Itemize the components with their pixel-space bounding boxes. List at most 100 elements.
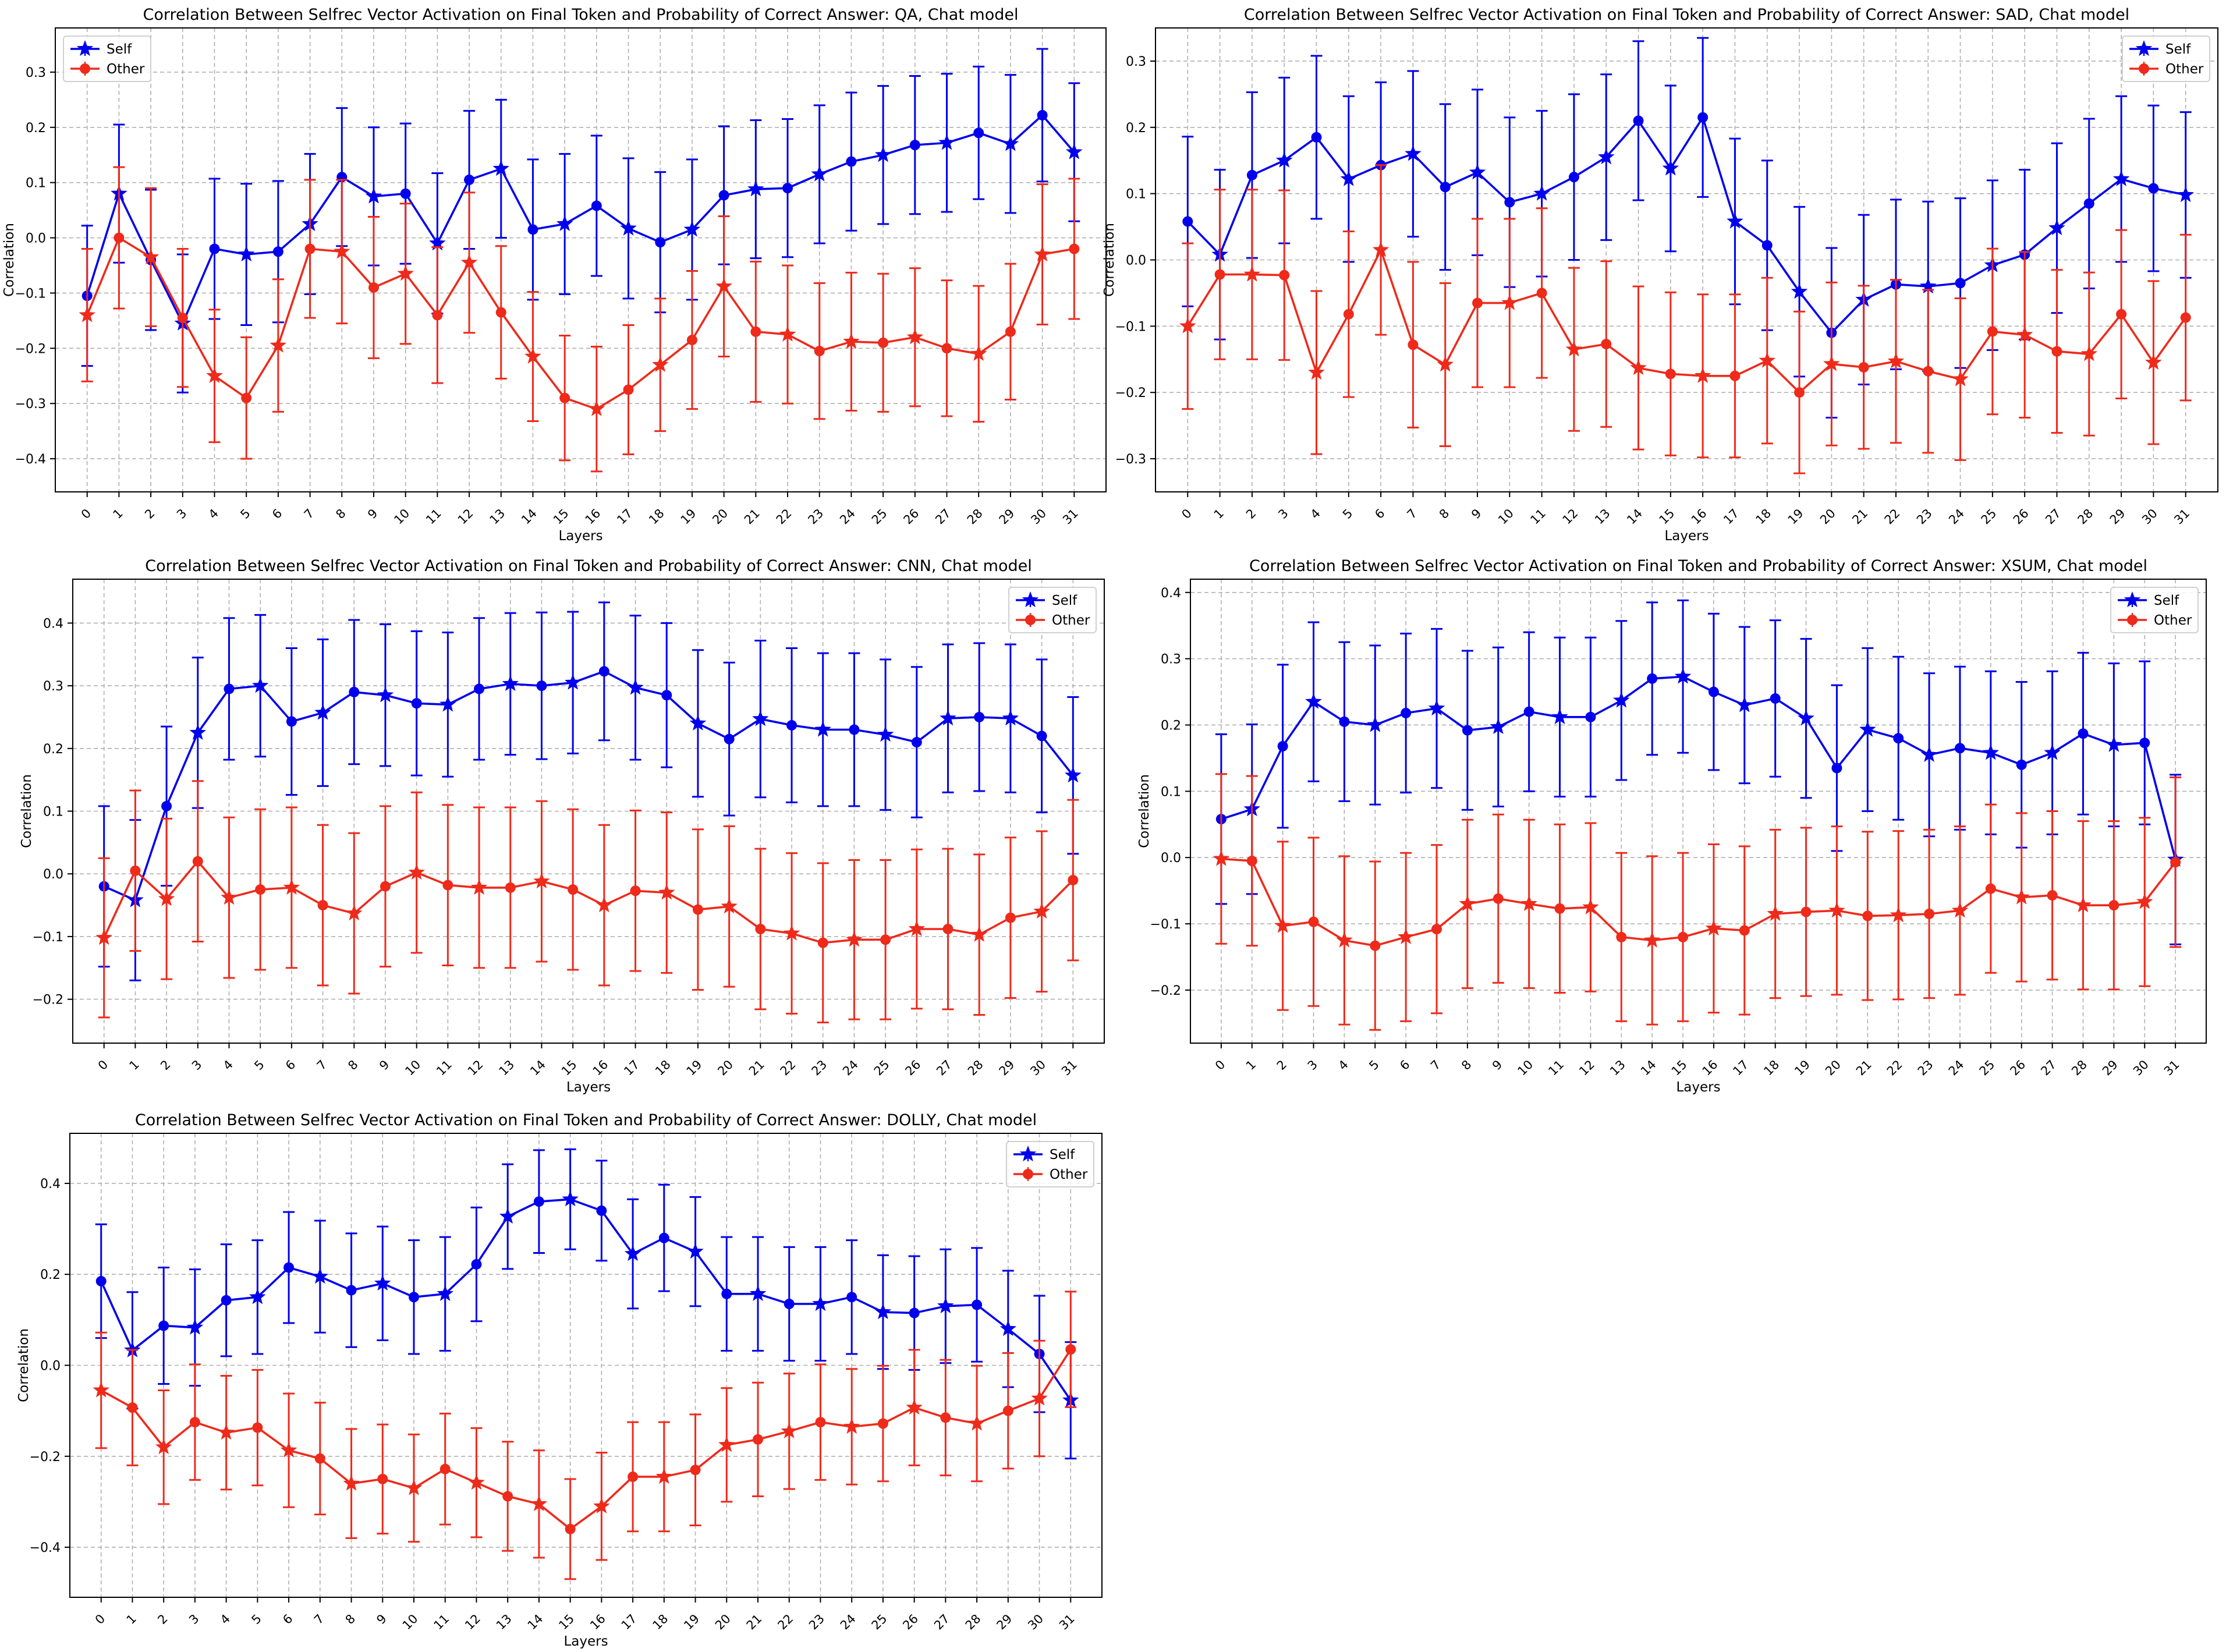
series-line-other [100, 1349, 1072, 1531]
data-point [784, 1299, 795, 1310]
x-tick-label: 12 [1576, 1058, 1597, 1079]
legend-label: Self [2165, 42, 2191, 57]
data-point [596, 1205, 607, 1216]
x-tick-label: 6 [270, 506, 285, 522]
data-point [502, 675, 519, 691]
x-tick-label: 29 [994, 1612, 1015, 1633]
x-tick-label: 28 [2075, 506, 2096, 527]
y-tick-label: −0.1 [33, 930, 63, 945]
data-point [565, 1523, 576, 1534]
series-line-self [103, 670, 1074, 902]
x-tick-label: 27 [931, 1612, 952, 1633]
data-point [464, 174, 475, 185]
data-point [1616, 931, 1627, 942]
x-tick-label: 14 [1624, 506, 1645, 527]
y-tick-label: 0.0 [1161, 851, 1181, 866]
data-point [1065, 1344, 1076, 1355]
data-point [812, 1295, 829, 1311]
data-point [1367, 716, 1384, 732]
data-point [724, 733, 735, 745]
y-tick-label: 0.4 [40, 1177, 61, 1192]
data-point [186, 1318, 204, 1335]
data-point [1370, 940, 1381, 951]
data-point [1472, 297, 1483, 309]
data-point [658, 884, 675, 900]
data-point [155, 1438, 172, 1455]
data-point [1031, 1389, 1048, 1406]
data-point [692, 904, 703, 915]
series-line-self [86, 114, 1075, 326]
x-tick-label: 15 [559, 1058, 580, 1079]
data-point [209, 243, 220, 254]
data-point [2177, 186, 2194, 203]
data-point [937, 1297, 954, 1314]
data-point [1828, 902, 1845, 918]
data-point [846, 931, 863, 947]
legend-marker [2127, 615, 2138, 625]
x-tick-label: 27 [934, 1058, 955, 1079]
data-point [1697, 112, 1709, 123]
data-point [252, 1422, 263, 1433]
data-point [377, 1473, 388, 1484]
series-line-self [1187, 115, 2186, 335]
data-point [782, 183, 793, 194]
data-point [471, 1259, 482, 1270]
x-tick-label: 26 [2011, 506, 2032, 527]
data-point [747, 180, 764, 197]
x-tick-label: 11 [1546, 1058, 1566, 1079]
data-point [1554, 903, 1565, 914]
data-point [221, 1295, 232, 1306]
data-point [304, 243, 316, 254]
data-point [1831, 763, 1842, 774]
data-point [405, 1479, 423, 1495]
series-line-other [86, 236, 1075, 410]
x-tick-label: 21 [742, 506, 763, 527]
data-point [1647, 673, 1658, 684]
data-point [942, 923, 954, 934]
data-point [429, 235, 446, 251]
data-point [2170, 857, 2181, 868]
x-tick-label: 22 [1882, 506, 1903, 527]
x-tick-label: 12 [462, 1612, 483, 1633]
y-tick-label: 0.4 [43, 616, 63, 631]
x-tick-label: 20 [715, 1058, 736, 1079]
x-tick-label: 12 [465, 1058, 486, 1079]
data-point [1982, 744, 2000, 760]
data-point [2016, 326, 2033, 342]
x-tick-label: 8 [333, 506, 348, 522]
x-tick-label: 23 [809, 1058, 830, 1079]
data-point [158, 1320, 169, 1331]
y-tick-label: 0.3 [1161, 653, 1181, 667]
x-tick-label: 8 [345, 1058, 360, 1073]
x-tick-label: 11 [1527, 506, 1548, 527]
data-point [846, 156, 857, 167]
x-tick-label: 1 [111, 506, 126, 522]
data-point [241, 392, 252, 403]
data-point [1987, 326, 1998, 337]
data-point [439, 1463, 451, 1474]
data-point [1246, 855, 1257, 866]
x-tick-label: 18 [1753, 506, 1774, 527]
x-tick-label: 2 [1274, 1058, 1289, 1073]
legend-marker [76, 40, 94, 56]
x-tick-label: 4 [218, 1612, 233, 1627]
data-point [1924, 908, 1935, 919]
data-point [127, 1402, 138, 1413]
chart-title: Correlation Between Selfrec Vector Activ… [1249, 557, 2147, 575]
data-point [1069, 243, 1080, 254]
x-tick-label: 29 [2107, 506, 2128, 527]
data-point [817, 937, 828, 948]
data-point [1613, 692, 1630, 708]
data-point [683, 221, 701, 237]
x-tick-label: 17 [619, 1612, 640, 1633]
data-point [1431, 924, 1442, 935]
data-point [1428, 700, 1445, 716]
legend-label: Self [1050, 1147, 1075, 1162]
legend-marker [1019, 1146, 1037, 1162]
x-tick-label: 31 [1060, 506, 1081, 527]
data-point [1520, 895, 1537, 911]
x-tick-label: 28 [965, 1058, 986, 1079]
x-tick-label: 3 [189, 1058, 204, 1073]
y-tick-label: −0.1 [15, 286, 46, 301]
